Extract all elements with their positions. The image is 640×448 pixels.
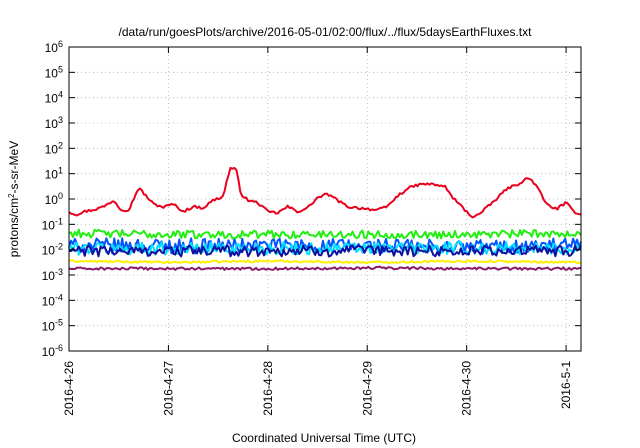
x-tick-label: 2016-4-30	[460, 361, 474, 416]
y-tick-label: 104	[45, 90, 63, 106]
y-tick-label: 10-6	[42, 343, 63, 359]
y-tick-label: 10-3	[42, 267, 63, 283]
chart-title: /data/run/goesPlots/archive/2016-05-01/0…	[119, 25, 533, 39]
x-tick-label: 2016-4-28	[261, 361, 275, 416]
y-axis-label-rest: -s-sr-MeV	[7, 141, 21, 194]
y-tick-label: 102	[45, 140, 63, 156]
y-axis-label-sup: 2	[7, 193, 16, 198]
y-tick-labels: 10-6 10-5 10-4 10-3 10-2 10-1 100 101 102 103 104 1…	[42, 39, 581, 359]
y-tick-label: 101	[45, 166, 63, 182]
series-line-5	[68, 244, 582, 258]
series-line-4	[68, 228, 582, 240]
x-axis-label: Coordinated Universal Time (UTC)	[232, 431, 416, 445]
x-tick-label: 2016-4-26	[62, 361, 76, 416]
y-axis-label: protons/cm2-s-sr-MeV	[7, 141, 22, 257]
y-tick-label: 10-4	[42, 292, 63, 308]
x-tick-labels: 2016-4-26 2016-4-27 2016-4-28 2016-4-29 2016…	[62, 47, 573, 416]
y-tick-label: 10-5	[42, 318, 63, 334]
y-axis-label-base: protons/cm	[7, 198, 21, 257]
x-tick-label: 2016-5-1	[559, 361, 573, 409]
y-tick-label: 105	[45, 64, 63, 80]
y-tick-label: 10-1	[42, 216, 63, 232]
x-tick-label: 2016-4-27	[161, 361, 175, 416]
series-line-0	[68, 166, 582, 219]
y-tick-label: 103	[45, 115, 63, 131]
y-tick-label: 100	[45, 191, 63, 207]
series-line-1	[68, 259, 582, 265]
y-tick-label: 10-2	[42, 242, 63, 258]
y-tick-label: 106	[45, 39, 63, 55]
x-tick-label: 2016-4-29	[360, 361, 374, 416]
grid-lines	[68, 46, 581, 352]
series-layer	[68, 166, 582, 271]
series-line-6	[68, 265, 581, 271]
